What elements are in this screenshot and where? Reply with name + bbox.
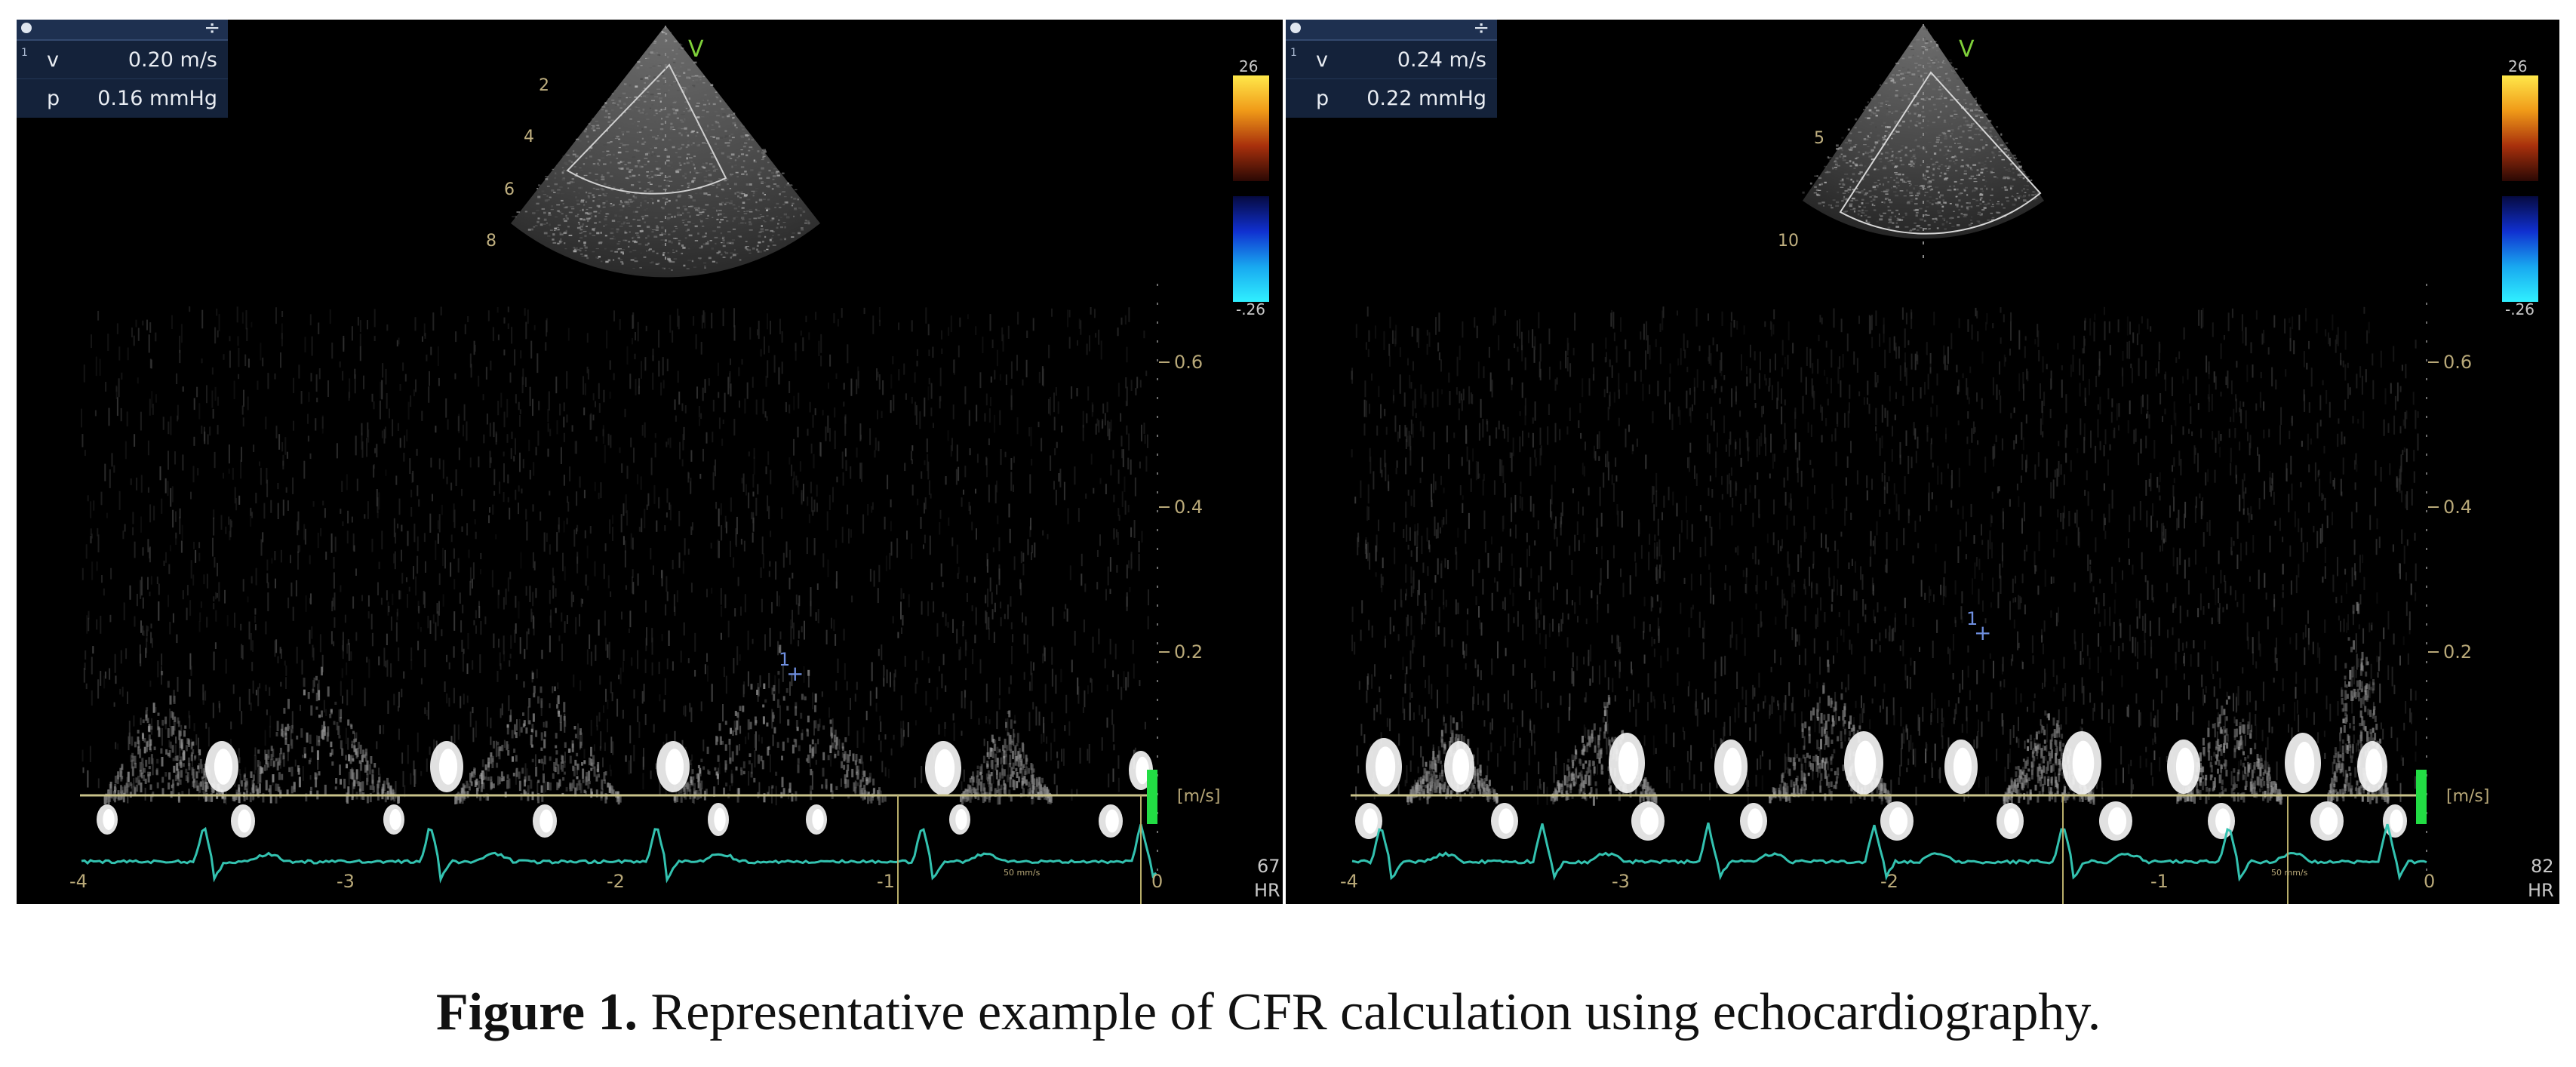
velocity-tick-label: 0.4 xyxy=(2443,497,2472,518)
time-tick-label: -4 xyxy=(1340,871,1358,892)
divide-icon[interactable]: ÷ xyxy=(204,20,220,39)
time-ticks: -4 -3 -2 -1 0 xyxy=(1340,871,2435,892)
sweep-speed-label: 50 mm/s xyxy=(2271,868,2308,878)
depth-mark: 6 xyxy=(504,180,515,199)
figure-caption: Figure 1. Representative example of CFR … xyxy=(436,982,2101,1043)
time-tick-label: -1 xyxy=(877,871,895,892)
sweep-speed-label: 50 mm/s xyxy=(1004,868,1041,878)
time-tick-label: 0 xyxy=(1151,871,1163,892)
measurement-index: 1 xyxy=(21,47,28,59)
doppler-spectrum: 0.6 0.4 0.2 [m/s] 50 mm/s -4 -3 -2 -1 0 … xyxy=(69,284,1220,904)
measurement-box: o ÷ 1 v 0.20 m/s p 0.16 mmHg xyxy=(17,20,228,118)
heart-rate-value: 67 xyxy=(1257,856,1280,877)
cursor-marker: 1 + xyxy=(779,649,804,686)
doppler-panel-right: o ÷ 1 v 0.24 m/s p 0.22 mmHg V 5 10 xyxy=(1286,20,2559,904)
baseline-marker xyxy=(2416,770,2427,824)
measurement-toolbar: o ÷ xyxy=(1286,20,1497,41)
time-tick-label: 0 xyxy=(2424,871,2435,892)
velocity-tick-label: 0.6 xyxy=(1174,352,1203,373)
heart-rate-label: HR xyxy=(1254,880,1280,901)
pressure-value: 0.22 mmHg xyxy=(1366,87,1486,110)
pressure-value: 0.16 mmHg xyxy=(97,87,217,110)
depth-mark: 2 xyxy=(539,76,549,95)
velocity-value: 0.24 m/s xyxy=(1397,48,1486,72)
pressure-label: p xyxy=(1316,87,1329,110)
velocity-tick-label: 0.4 xyxy=(1174,497,1203,518)
depth-mark: 5 xyxy=(1814,129,1824,148)
velocity-ticks: 0.6 0.4 0.2 [m/s] xyxy=(2428,352,2489,806)
pressure-row: p 0.22 mmHg xyxy=(1286,78,1497,117)
ultrasound-sector-image xyxy=(1802,24,2044,261)
depth-scale: 5 10 xyxy=(1778,129,1824,251)
heart-rate-label: HR xyxy=(2528,880,2554,901)
measurement-box: o ÷ 1 v 0.24 m/s p 0.22 mmHg xyxy=(1286,20,1497,118)
collapse-icon[interactable]: o xyxy=(21,23,32,33)
time-ticks: -4 -3 -2 -1 0 xyxy=(69,871,1163,892)
baseline-marker xyxy=(1147,770,1157,824)
doppler-panel-left: o ÷ 1 v 0.20 m/s p 0.16 mmHg V 2 4 6 xyxy=(17,20,1283,904)
velocity-ticks: 0.6 0.4 0.2 [m/s] xyxy=(1159,352,1220,806)
sector-v-marker: V xyxy=(688,36,704,63)
time-tick-label: -2 xyxy=(1880,871,1898,892)
doppler-spectrum: 0.6 0.4 0.2 [m/s] 50 mm/s -4 -3 -2 -1 0 … xyxy=(1340,284,2489,904)
depth-scale: 2 4 6 8 xyxy=(486,76,549,251)
color-scale-top: 26 xyxy=(1239,57,1259,75)
sector-v-marker: V xyxy=(1959,36,1975,63)
time-tick-label: -3 xyxy=(1612,871,1630,892)
divide-icon[interactable]: ÷ xyxy=(1473,20,1489,39)
depth-mark: 8 xyxy=(486,232,496,251)
pressure-row: p 0.16 mmHg xyxy=(17,78,228,117)
time-tick-label: -2 xyxy=(607,871,625,892)
color-scale-bar xyxy=(1233,75,1269,302)
time-tick-label: -1 xyxy=(2150,871,2169,892)
color-scale-bottom: -.26 xyxy=(2505,300,2535,318)
color-scale-top: 26 xyxy=(2508,57,2528,75)
color-scale-bar xyxy=(2502,75,2538,302)
time-tick-label: -3 xyxy=(337,871,355,892)
color-scale-bottom: -.26 xyxy=(1236,300,1266,318)
velocity-label: v xyxy=(1316,48,1328,72)
ultrasound-sector-image xyxy=(511,26,820,278)
velocity-value: 0.20 m/s xyxy=(128,48,217,72)
ecg-trace xyxy=(1351,823,2427,882)
velocity-tick-label: 0.2 xyxy=(1174,641,1203,663)
figure-label: Figure 1. xyxy=(436,983,638,1041)
collapse-icon[interactable]: o xyxy=(1290,23,1301,33)
velocity-tick-label: 0.2 xyxy=(2443,641,2472,663)
time-tick-label: -4 xyxy=(69,871,88,892)
pressure-label: p xyxy=(47,87,60,110)
velocity-row: 1 v 0.24 m/s xyxy=(1286,41,1497,78)
figure-caption-text: Representative example of CFR calculatio… xyxy=(638,983,2101,1041)
velocity-label: v xyxy=(47,48,59,72)
depth-mark: 4 xyxy=(524,128,534,146)
ecg-trace xyxy=(81,823,1157,884)
measurement-toolbar: o ÷ xyxy=(17,20,228,41)
measurement-index: 1 xyxy=(1290,47,1297,59)
velocity-tick-label: 0.6 xyxy=(2443,352,2472,373)
velocity-unit-label: [m/s] xyxy=(1177,787,1220,806)
velocity-unit-label: [m/s] xyxy=(2446,787,2489,806)
velocity-row: 1 v 0.20 m/s xyxy=(17,41,228,78)
heart-rate-value: 82 xyxy=(2531,856,2554,877)
cursor-marker: 1 + xyxy=(1966,608,1991,645)
depth-mark: 10 xyxy=(1778,232,1799,251)
